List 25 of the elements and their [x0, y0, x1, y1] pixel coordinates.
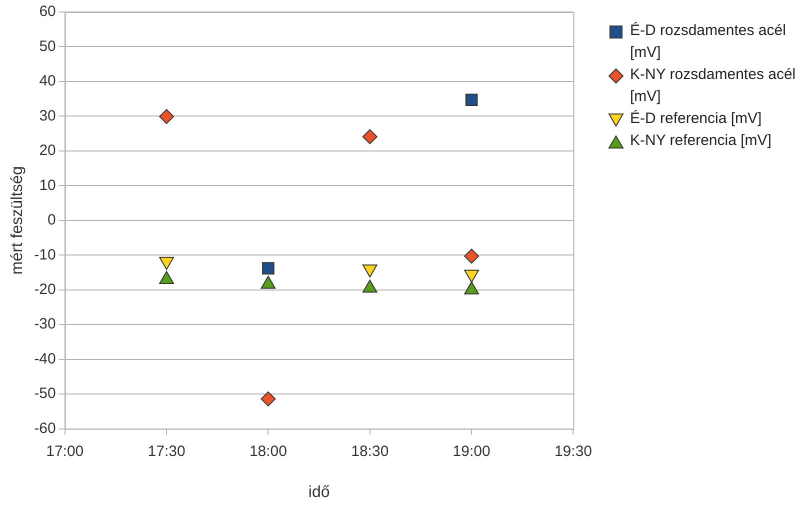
y-axis-title: mért feszültség: [9, 166, 26, 275]
y-tick-label: -20: [34, 281, 56, 298]
y-tick-label: -40: [34, 350, 56, 368]
y-tick-label: -60: [34, 420, 56, 437]
x-tick-label: 19:30: [554, 442, 592, 460]
y-tick-label: 60: [39, 3, 56, 20]
x-axis-title: idő: [308, 484, 330, 501]
legend-label: É-D referencia [mV]: [630, 109, 762, 129]
x-tick-label: 18:30: [351, 442, 389, 460]
x-tick-label: 17:00: [46, 442, 84, 460]
y-tick-label: -50: [34, 385, 56, 402]
x-tick-label: 19:00: [452, 442, 490, 460]
y-tick-label: -30: [34, 316, 56, 333]
y-tick-label: 10: [39, 176, 56, 194]
y-tick-label: 40: [39, 72, 56, 90]
y-tick-label: 0: [48, 212, 56, 229]
x-tick-label: 17:30: [148, 442, 186, 460]
legend-label: K-NY referencia [mV]: [630, 131, 772, 151]
y-tick-label: 30: [39, 107, 56, 124]
y-tick-label: -10: [34, 246, 56, 264]
y-tick-label: 50: [39, 38, 56, 55]
legend-label: É-D rozsdamentes acél [mV]: [630, 21, 787, 63]
legend-label: K-NY rozsdamentes acél [mV]: [630, 65, 797, 107]
x-tick-label: 18:00: [249, 442, 287, 460]
y-tick-label: 20: [39, 142, 56, 160]
